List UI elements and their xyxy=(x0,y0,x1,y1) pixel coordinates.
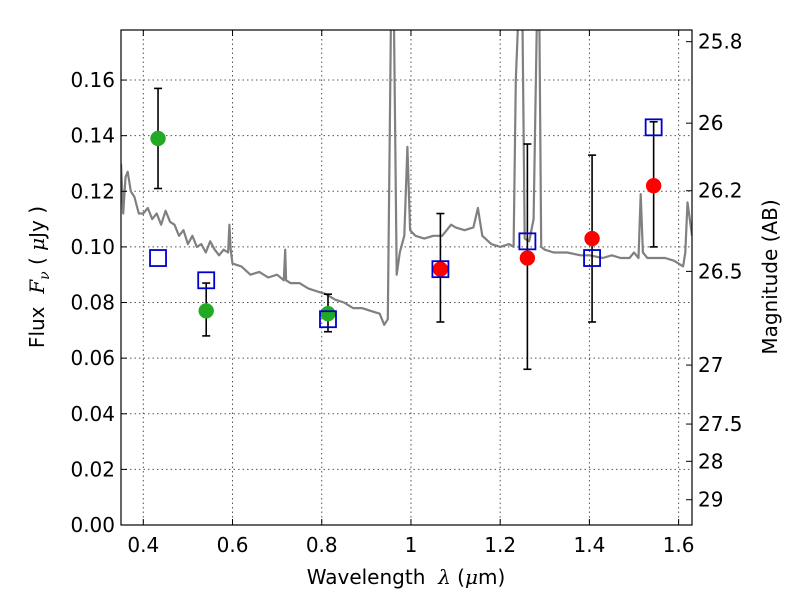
y2-tick-label: 25.8 xyxy=(698,30,743,54)
y-axis-label-symbol: F xyxy=(25,279,49,295)
y-tick-label: 0.08 xyxy=(70,291,115,315)
y-tick-label: 0.10 xyxy=(70,235,115,259)
x-tick-label: 1.4 xyxy=(573,533,605,557)
plot-background xyxy=(121,30,692,525)
y-tick-label: 0.04 xyxy=(70,402,115,426)
observed-point xyxy=(432,261,449,277)
tick-labels-layer: 0.4 0.6 0.8 1 1.2 1.4 1.6 0.00 0.02 0.04 0.06 0.08 0… xyxy=(70,30,742,557)
model-points-layer xyxy=(149,118,663,329)
model-point xyxy=(518,232,537,251)
y-axis-unit-open: ( xyxy=(25,251,49,272)
observed-point xyxy=(519,250,536,266)
x-tick-label: 0.6 xyxy=(217,533,249,557)
model-point xyxy=(431,260,450,279)
y-tick-label: 0.06 xyxy=(70,346,115,370)
model-point xyxy=(644,118,663,137)
model-point xyxy=(149,249,167,267)
x-axis-unit-open: ( xyxy=(451,565,465,589)
observed-point xyxy=(150,130,166,147)
y-axis-unit-mu: μ xyxy=(25,238,49,251)
plot-frame xyxy=(120,29,693,526)
y-tick-label: 0.14 xyxy=(70,124,115,148)
y-tick-label: 0.00 xyxy=(70,513,115,537)
x-axis-unit-mu: μ xyxy=(465,565,478,589)
y2-tick-label: 26.5 xyxy=(698,259,743,283)
y-axis-label-subscript: ν xyxy=(37,271,53,280)
model-point xyxy=(197,271,216,290)
x-tick-label: 1.6 xyxy=(663,533,695,557)
y-axis-label: Flux Fν ( μJy ) xyxy=(25,206,53,348)
observed-point xyxy=(645,177,662,194)
y2-tick-label: 29 xyxy=(698,488,723,512)
y-axis-unit-rest: Jy ) xyxy=(25,206,49,240)
x-tick-label: 0.4 xyxy=(127,533,159,557)
observed-point xyxy=(198,303,214,319)
model-point xyxy=(583,249,601,267)
y-axis-label-text: Flux xyxy=(25,306,49,348)
y2-tick-label: 26 xyxy=(698,111,723,135)
y-tick-label: 0.02 xyxy=(70,457,115,481)
y2-tick-label: 28 xyxy=(698,449,723,473)
x-tick-label: 0.8 xyxy=(306,533,338,557)
x-axis-label: Wavelength λ (μm) xyxy=(307,565,506,589)
x-tick-label: 1.2 xyxy=(484,533,516,557)
model-point xyxy=(319,310,337,329)
y2-tick-label: 26.2 xyxy=(698,179,743,203)
ticks-layer xyxy=(121,30,692,526)
y2-tick-label: 27 xyxy=(698,353,723,377)
y2-tick-label: 27.5 xyxy=(698,412,743,436)
x-axis-unit-rest: m) xyxy=(478,565,505,589)
observed-point xyxy=(584,230,600,247)
observed-points-layer xyxy=(150,130,662,322)
y-tick-label: 0.12 xyxy=(70,179,115,203)
y2-axis-label: Magnitude (AB) xyxy=(758,199,782,354)
observed-point xyxy=(320,305,336,322)
grid-layer xyxy=(121,30,692,526)
y-tick-label: 0.16 xyxy=(70,68,115,92)
errorbar-layer xyxy=(154,87,658,371)
x-axis-label-symbol: λ xyxy=(437,565,451,589)
x-axis-label-text: Wavelength xyxy=(307,565,426,589)
x-tick-label: 1 xyxy=(405,533,418,557)
